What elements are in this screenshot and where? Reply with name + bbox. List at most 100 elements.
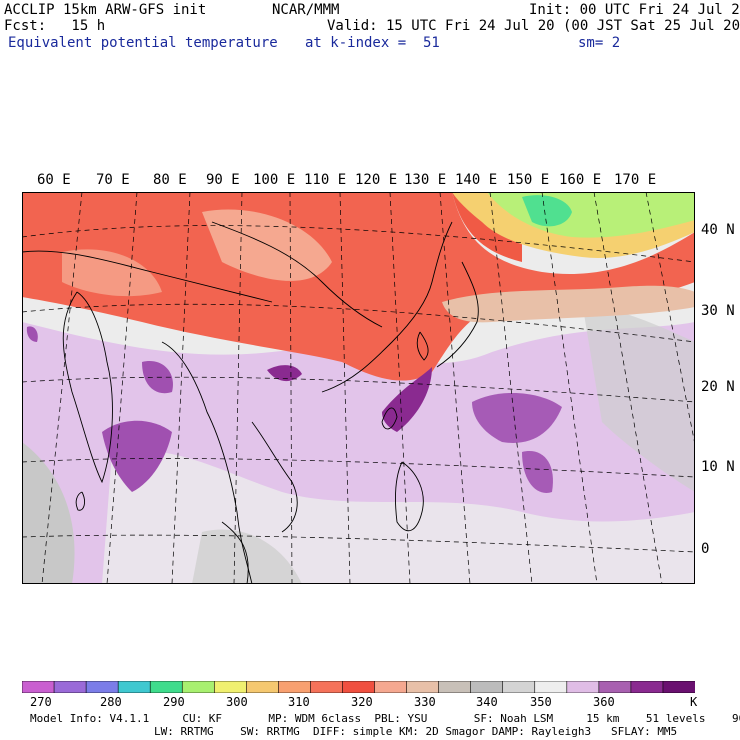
- lon-label: 160 E: [559, 172, 602, 188]
- lon-label: 170 E: [614, 172, 657, 188]
- sri-lanka-coast: [75, 491, 85, 511]
- lon-label: 60 E: [37, 172, 71, 188]
- model-title: ACCLIP 15km ARW-GFS init: [4, 2, 207, 18]
- lat-line-10: [22, 458, 695, 478]
- lat-label: 40 N: [701, 222, 735, 238]
- colorbar-label: 350: [530, 695, 552, 709]
- colorbar: [22, 681, 695, 693]
- forecast-hour: Fcst: 15 h: [4, 18, 106, 34]
- valid-time: Valid: 15 UTC Fri 24 Jul 20 (00 JST Sat …: [327, 18, 740, 34]
- colorbar-swatch: [374, 681, 408, 693]
- colorbar-swatch: [534, 681, 568, 693]
- colorbar-unit: K: [690, 695, 698, 709]
- lon-line: [289, 192, 293, 584]
- colorbar-swatch: [213, 681, 248, 693]
- lon-label: 140 E: [455, 172, 498, 188]
- init-time: Init: 00 UTC Fri 24 Jul 20: [529, 2, 740, 18]
- colorbar-swatch: [630, 681, 664, 693]
- theta-e-map: [22, 192, 695, 584]
- lon-line: [106, 192, 138, 584]
- lat-line-30: [22, 303, 695, 343]
- lon-line: [593, 192, 663, 584]
- colorbar-swatch: [566, 681, 600, 693]
- colorbar-swatch: [438, 681, 472, 693]
- japan-coast: [436, 261, 479, 368]
- vietnam-coast: [251, 421, 298, 533]
- colorbar-label: 280: [100, 695, 122, 709]
- indochina-coast: [161, 341, 253, 584]
- field-330-region: [22, 192, 695, 381]
- lon-line: [41, 192, 83, 584]
- korea-coast: [416, 331, 429, 361]
- colorbar-label: 360: [593, 695, 615, 709]
- colorbar-swatch: [53, 681, 87, 693]
- lat-line-20: [22, 376, 695, 403]
- colorbar-label: 340: [476, 695, 498, 709]
- lon-line: [171, 192, 191, 584]
- colorbar-swatch: [181, 681, 216, 693]
- colorbar-label: 310: [288, 695, 310, 709]
- lat-label: 30 N: [701, 303, 735, 319]
- colorbar-swatch: [502, 681, 536, 693]
- level-label: at k-index = 51: [305, 35, 440, 51]
- field-370-region: [472, 392, 562, 443]
- colorbar-swatch: [85, 681, 119, 693]
- lon-line: [233, 192, 243, 584]
- lon-label: 80 E: [153, 172, 187, 188]
- field-gray-region: [22, 442, 75, 584]
- lon-line: [339, 192, 351, 584]
- lon-line: [541, 192, 598, 584]
- india-coast: [62, 291, 113, 484]
- lon-label: 150 E: [507, 172, 550, 188]
- lon-line: [439, 192, 471, 584]
- colorbar-swatch: [310, 681, 344, 693]
- field-340-region: [442, 285, 695, 323]
- field-370-region: [522, 451, 553, 493]
- lon-label: 130 E: [404, 172, 447, 188]
- field-340-region: [62, 249, 162, 297]
- lat-line-0: [22, 534, 695, 553]
- colorbar-swatch: [598, 681, 632, 693]
- smoothing-label: sm= 2: [578, 35, 621, 51]
- colorbar-swatch: [149, 681, 184, 693]
- lon-label: 100 E: [253, 172, 296, 188]
- lon-line: [389, 192, 411, 584]
- malaysia-coast: [221, 521, 249, 584]
- graticule: [22, 192, 695, 584]
- taiwan-coast: [381, 407, 398, 430]
- lon-label: 110 E: [304, 172, 347, 188]
- model-info-line1: Model Info: V4.1.1 CU: KF MP: WDM 6class…: [30, 712, 740, 725]
- china-coast: [321, 221, 453, 393]
- field-370-region: [26, 326, 38, 342]
- lon-line: [489, 192, 533, 584]
- colorbar-label: 300: [226, 695, 248, 709]
- lon-label: 120 E: [355, 172, 398, 188]
- colorbar-swatch: [117, 681, 151, 693]
- lat-label: 10 N: [701, 459, 735, 475]
- field-380-region: [382, 367, 432, 432]
- colorbar-swatch: [246, 681, 280, 693]
- lon-label: 70 E: [96, 172, 130, 188]
- border-line: [22, 250, 273, 303]
- coastlines: [22, 221, 479, 584]
- lat-label: 0: [701, 541, 710, 557]
- field-300-region: [522, 195, 572, 227]
- lat-line-40: [22, 225, 695, 263]
- org-label: NCAR/MMM: [272, 2, 340, 18]
- colorbar-swatch: [406, 681, 440, 693]
- colorbar-swatch: [278, 681, 312, 693]
- field-gray-region: [582, 302, 695, 492]
- model-info-line2: LW: RRTMG SW: RRTMG DIFF: simple KM: 2D …: [154, 725, 678, 738]
- colorbar-swatch: [662, 681, 695, 693]
- field-name: Equivalent potential temperature: [8, 35, 278, 51]
- colorbar-label: 320: [351, 695, 373, 709]
- philippines-coast: [394, 461, 424, 532]
- field-370-region: [102, 420, 172, 492]
- colorbar-swatch: [470, 681, 504, 693]
- colorbar-label: 330: [414, 695, 436, 709]
- border-line: [211, 221, 383, 328]
- colorbar-swatch: [22, 681, 55, 693]
- lat-label: 20 N: [701, 379, 735, 395]
- colorbar-label: 290: [163, 695, 185, 709]
- lon-label: 90 E: [206, 172, 240, 188]
